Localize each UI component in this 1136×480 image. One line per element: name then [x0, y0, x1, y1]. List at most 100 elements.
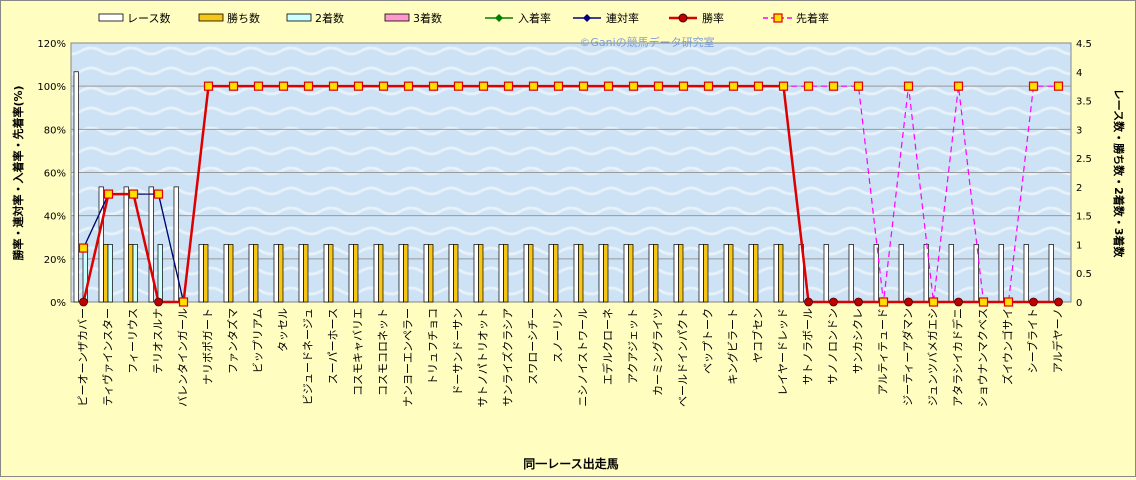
x-tick-label: コスモキャバリエ: [352, 308, 365, 396]
bar-wins: [778, 244, 784, 303]
x-tick-label: アルティテュード: [877, 308, 890, 395]
x-tick-label: アルデヤーノ: [1051, 308, 1065, 373]
bar-races: [423, 244, 429, 303]
y-right-tick-label: 3: [1076, 125, 1082, 136]
rate-lines: [78, 81, 1064, 307]
legend-swatch: [198, 13, 224, 22]
legend-label: 連対率: [606, 11, 639, 25]
ahead-rate-point: [1028, 81, 1039, 91]
bar-races: [273, 244, 279, 303]
y-right-tick-label: 2.5: [1076, 154, 1092, 165]
bar-races: [898, 244, 904, 303]
x-tick-label: スノーリン: [552, 308, 565, 363]
bar-races: [123, 186, 129, 303]
bar-races: [398, 244, 404, 303]
x-tick-label: ファンタズマ: [226, 308, 240, 374]
win-rate-point: [79, 297, 88, 307]
win-rate-point: [829, 297, 838, 307]
ahead-rate-point: [178, 297, 189, 307]
ahead-rate-point: [703, 81, 714, 91]
ahead-rate-point: [628, 81, 639, 91]
bar-wins: [678, 244, 684, 303]
bar-wins: [128, 244, 134, 303]
x-tick-label: ベップトーク: [702, 308, 715, 374]
bar-races: [1048, 244, 1054, 303]
x-tick-label: テリオスルナ: [152, 308, 165, 374]
bar-races: [748, 244, 754, 303]
bar-races: [298, 244, 304, 303]
ahead-rate-point: [853, 81, 864, 91]
ahead-rate-point: [428, 81, 439, 91]
bar-wins: [203, 244, 209, 303]
bar-races: [173, 186, 179, 303]
ahead-rate-point: [528, 81, 539, 91]
x-tick-label: ズイウンゴサイ: [1001, 308, 1015, 385]
legend-label: 2着数: [315, 11, 344, 25]
ahead-rate-point: [253, 81, 264, 91]
bar-races: [773, 244, 779, 303]
legend-swatch: [98, 13, 124, 22]
legend-label: 勝ち数: [227, 11, 260, 25]
ahead-rate-point: [503, 81, 514, 91]
bar-races: [373, 244, 379, 303]
bar-wins: [103, 244, 109, 303]
legend-label: レース数: [127, 12, 170, 25]
bar-races: [673, 244, 679, 303]
bar-wins: [303, 244, 309, 303]
bar-races: [698, 244, 704, 303]
ahead-rate-point: [878, 297, 889, 307]
bar-wins: [453, 244, 459, 303]
ahead-rate-point: [203, 81, 214, 91]
ahead-rate-point: [1053, 81, 1064, 91]
bar-wins: [228, 244, 234, 303]
ahead-rate-point: [1003, 297, 1014, 307]
bar-races: [148, 186, 154, 303]
legend-label: 3着数: [413, 11, 442, 25]
bar-wins: [528, 244, 534, 303]
x-tick-label: ナリボポガート: [202, 308, 215, 385]
bars: [73, 71, 1054, 303]
x-tick-label: ティヴァインスター: [101, 308, 115, 406]
x-tick-label: サンカシクレ: [852, 308, 865, 374]
x-tick-label: フィーリウス: [127, 308, 140, 374]
legend-swatch: [286, 13, 312, 22]
ahead-rate-point: [278, 81, 289, 91]
x-tick-labels: ピーオーンザカバー ティヴァインスター フィーリウス テリオスルナ バレンタインガールナ…: [77, 308, 1065, 407]
bar-second: [107, 244, 113, 303]
bar-wins: [728, 244, 734, 303]
x-tick-label: レイヤードレッド: [777, 308, 790, 396]
ahead-rate-point: [778, 81, 789, 91]
y-axis-right-title: レース数・勝ち数・2着数・3着数: [1112, 89, 1126, 259]
x-tick-label: ニシノイストワール: [577, 308, 590, 407]
y-right-tick-label: 1.5: [1076, 212, 1092, 223]
x-axis-title: 同一レース出走馬: [523, 456, 618, 471]
x-tick-label: ナンヨーエンペラー: [402, 308, 415, 407]
bar-races: [623, 244, 629, 303]
x-tick-label: サトノラボール: [802, 308, 815, 385]
x-tick-label: ジュンツバメガエシ: [927, 308, 940, 406]
bar-second: [157, 244, 163, 303]
x-tick-label: カーミングライツ: [651, 308, 665, 396]
y-left-tick-label: 20%: [44, 255, 66, 266]
y-right-tick-label: 2: [1076, 183, 1082, 194]
ahead-rate-point: [978, 297, 989, 307]
ahead-rate-point: [128, 189, 139, 199]
x-tick-label: アクアジェット: [627, 308, 640, 384]
x-tick-label: ジーティーアダマン: [901, 308, 915, 406]
x-tick-label: シーブライト: [1026, 308, 1040, 373]
win-rate-point: [1054, 297, 1063, 307]
ahead-rate-point: [453, 81, 464, 91]
x-tick-label: ビップリアム: [252, 308, 265, 373]
legend-marker: [583, 14, 591, 22]
ahead-rate-point: [353, 81, 364, 91]
bar-races: [573, 244, 579, 303]
bar-wins: [753, 244, 759, 303]
ahead-rate-point: [953, 81, 964, 91]
y-left-tick-label: 60%: [44, 169, 66, 180]
ahead-rate-point: [153, 189, 164, 199]
x-tick-label: トリュフチョコ: [427, 308, 440, 385]
ahead-rate-point: [903, 81, 914, 91]
bar-wins: [353, 244, 359, 303]
ahead-rate-point: [553, 81, 564, 91]
